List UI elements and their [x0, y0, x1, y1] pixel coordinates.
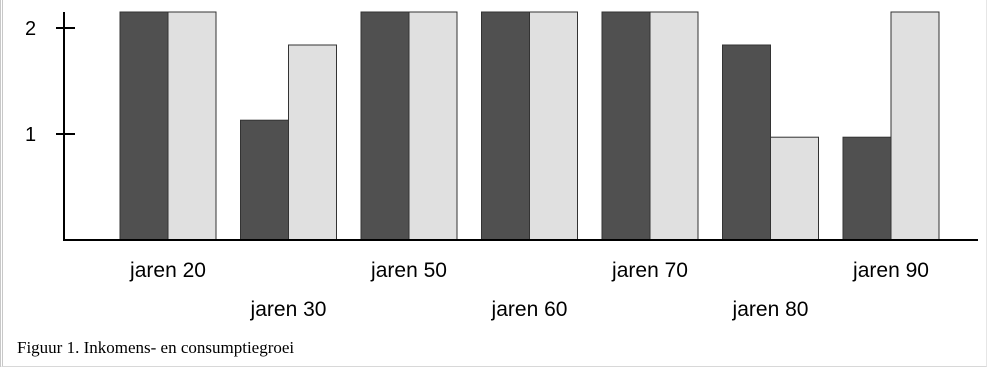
bar-dark-jaren-80: [722, 44, 771, 241]
bar-light-jaren-90: [890, 11, 940, 241]
figure-caption: Figuur 1. Inkomens- en consumptiegroei: [17, 338, 295, 357]
y-ticks-group: 12: [25, 18, 75, 146]
x-label-jaren-60: jaren 60: [491, 298, 568, 321]
bar-light-jaren-50: [408, 11, 458, 241]
x-label-jaren-80: jaren 80: [732, 298, 809, 321]
x-label-jaren-70: jaren 70: [611, 259, 688, 282]
bar-light-jaren-30: [288, 44, 337, 241]
bar-dark-jaren-30: [240, 119, 289, 241]
bar-light-jaren-60: [529, 11, 578, 241]
y-tick-label-2: 2: [25, 18, 36, 40]
bars-group: [119, 11, 940, 241]
x-label-jaren-90: jaren 90: [852, 259, 929, 282]
x-label-jaren-50: jaren 50: [370, 259, 447, 282]
bar-light-jaren-80: [770, 136, 819, 241]
bar-dark-jaren-20: [119, 11, 169, 241]
x-label-jaren-20: jaren 20: [129, 259, 206, 282]
bar-light-jaren-20: [167, 11, 217, 241]
bar-light-jaren-70: [649, 11, 699, 241]
y-tick-label-1: 1: [25, 124, 36, 146]
x-labels-group: jaren 20 jaren 30 jaren 50 jaren 60 jaren 70…: [129, 259, 929, 321]
bar-dark-jaren-60: [481, 11, 530, 241]
bar-dark-jaren-90: [842, 136, 892, 241]
bar-dark-jaren-70: [601, 11, 651, 241]
x-label-jaren-30: jaren 30: [250, 298, 327, 321]
bar-dark-jaren-50: [360, 11, 410, 241]
